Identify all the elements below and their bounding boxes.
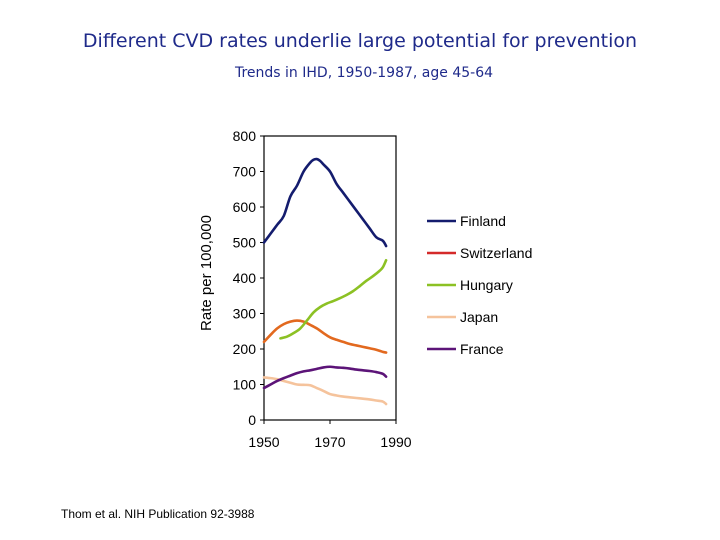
series-line-finland	[262, 157, 388, 248]
x-tick-label: 1990	[380, 434, 411, 450]
legend-label-switzerland: Switzerland	[460, 245, 532, 261]
y-tick-label: 0	[248, 412, 256, 428]
series-line-france	[262, 365, 388, 390]
y-tick-label: 700	[233, 164, 257, 180]
source-citation: Thom et al. NIH Publication 92-3988	[61, 507, 255, 521]
y-tick-label: 600	[233, 199, 257, 215]
legend-label-hungary: Hungary	[460, 277, 513, 293]
y-tick-label: 100	[233, 377, 257, 393]
x-tick-label: 1970	[314, 434, 345, 450]
y-tick-label: 200	[233, 341, 257, 357]
legend-label-japan: Japan	[460, 309, 498, 325]
y-axis-label: Rate per 100,000	[198, 215, 215, 331]
y-tick-label: 800	[233, 128, 257, 144]
slide-subtitle: Trends in IHD, 1950-1987, age 45-64	[234, 65, 494, 81]
y-tick-label: 500	[233, 235, 257, 251]
y-tick-label: 400	[233, 270, 257, 286]
legend: Finland Switzerland Hungary Japan France	[427, 213, 532, 357]
series-line-switzerland	[262, 319, 388, 354]
x-tick-label: 1950	[248, 434, 279, 450]
y-tick-label: 300	[233, 306, 257, 322]
legend-label-france: France	[460, 341, 504, 357]
series-layer	[262, 157, 388, 406]
slide-title: Different CVD rates underlie large poten…	[82, 30, 638, 52]
series-line-hungary	[279, 258, 388, 340]
legend-label-finland: Finland	[460, 213, 506, 229]
series-line-japan	[262, 376, 388, 406]
axes: 0 100 200 300 400 500 600 700 800 1950 1970 1990 Rat…	[198, 128, 412, 450]
